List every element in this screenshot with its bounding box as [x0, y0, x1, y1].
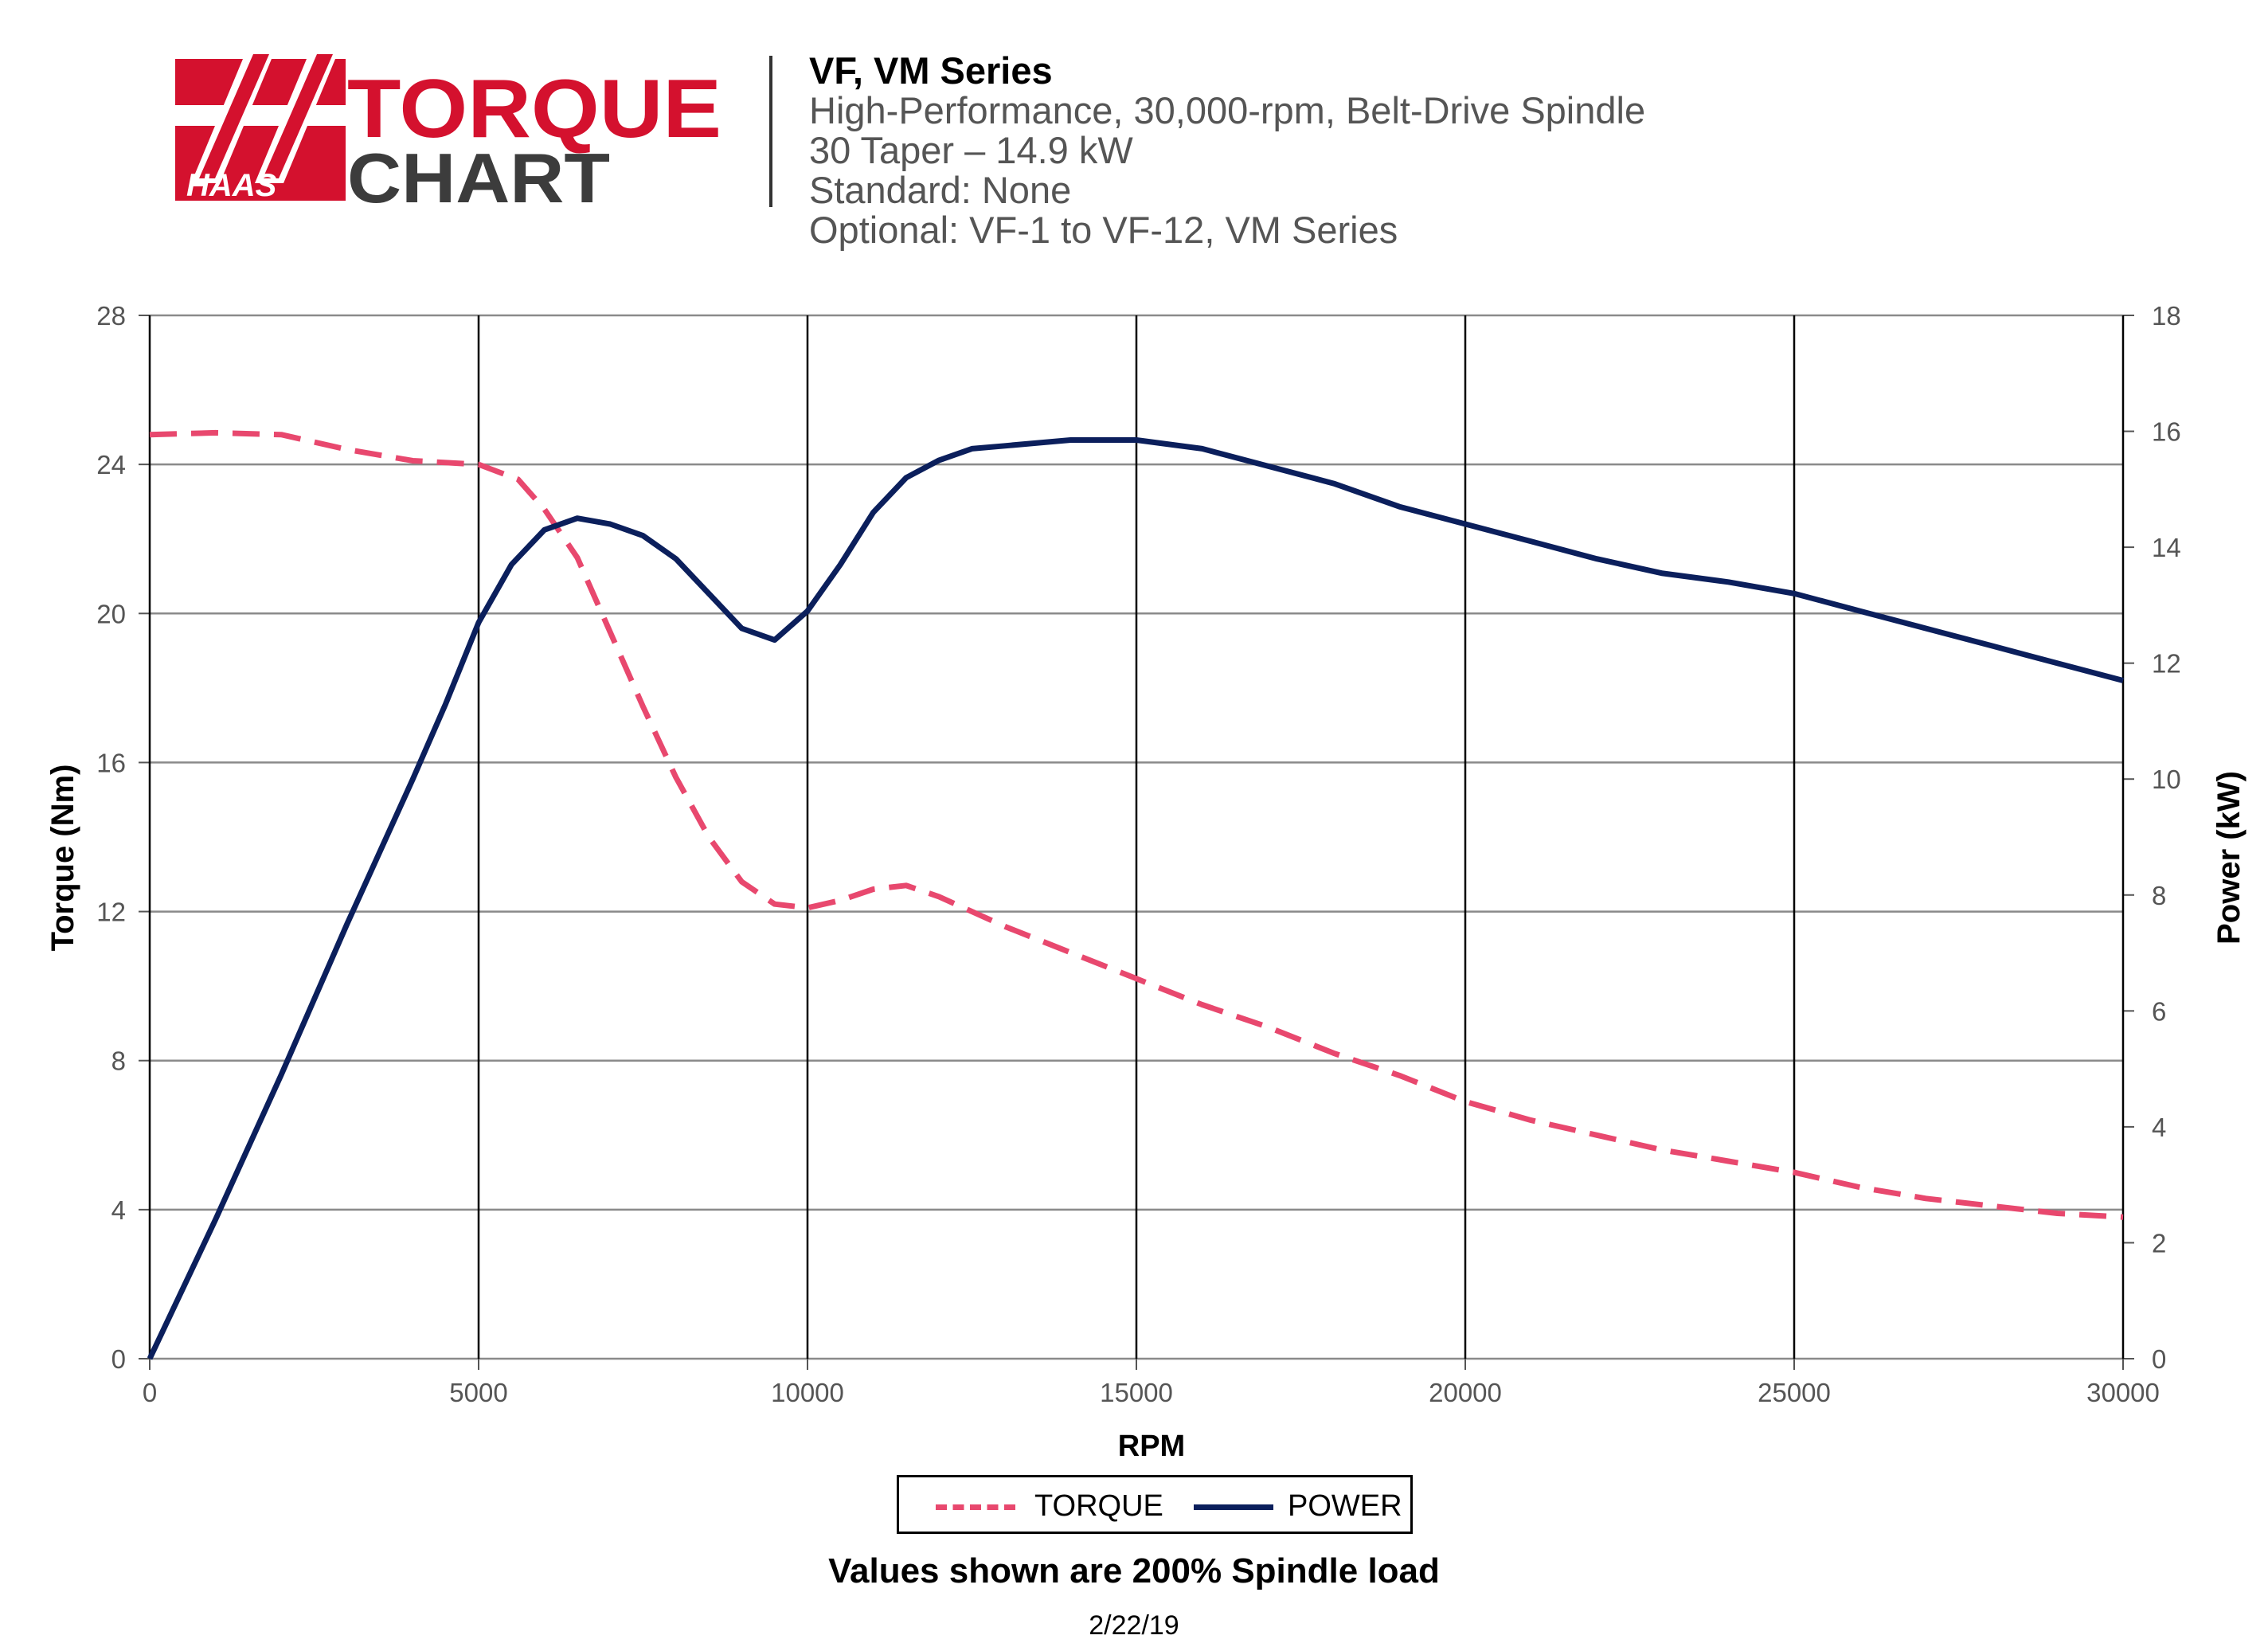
logo-brand-text: HAAS: [186, 168, 277, 203]
x-tick-label: 20000: [1429, 1378, 1502, 1407]
y-tick-label: 4: [111, 1195, 126, 1225]
chart-date: 2/22/19: [1089, 1610, 1179, 1641]
y2-tick-label: 10: [2152, 765, 2181, 794]
y2-tick-label: 8: [2152, 881, 2166, 910]
logo-red-slash-1: [199, 54, 269, 178]
y-tick-label: 0: [111, 1344, 126, 1374]
haas-torque-chart-logo: HAAS TORQUE CHART: [153, 49, 721, 217]
y2-tick-label: 18: [2152, 301, 2181, 331]
spindle-load-note: Values shown are 200% Spindle load: [828, 1551, 1440, 1590]
y2-tick-label: 6: [2152, 996, 2166, 1026]
y-tick-label: 28: [96, 301, 126, 331]
y-axis-label-right: Power (kW): [2211, 771, 2246, 945]
x-tick-label: 0: [143, 1378, 157, 1407]
x-axis-label: RPM: [1118, 1430, 1185, 1463]
legend-power-label: POWER: [1288, 1489, 1402, 1523]
y-tick-label: 24: [96, 450, 126, 479]
y2-tick-label: 16: [2152, 417, 2181, 447]
x-tick-label: 25000: [1758, 1378, 1831, 1407]
y2-tick-label: 12: [2152, 649, 2181, 679]
x-tick-label: 15000: [1100, 1378, 1173, 1407]
x-tick-label: 10000: [771, 1378, 844, 1407]
spindle-description: High-Performance, 30,000-rpm, Belt-Drive…: [809, 89, 1646, 131]
legend-torque-label: TORQUE: [1034, 1489, 1163, 1523]
taper-rating: 30 Taper – 14.9 kW: [809, 129, 1133, 171]
y-tick-label: 16: [96, 748, 126, 777]
logo-red-slash-2: [263, 54, 333, 178]
legend-torque-swatch: [936, 1504, 1015, 1510]
y-tick-label: 20: [96, 599, 126, 628]
y-tick-label: 12: [96, 898, 126, 927]
header-divider: [769, 56, 772, 207]
series-line-torque: [149, 429, 2124, 1220]
legend-power-swatch: [1194, 1504, 1273, 1510]
chart-legend: TORQUE POWER: [897, 1475, 1413, 1534]
logo-title-line2: CHART: [347, 139, 610, 217]
x-tick-label: 30000: [2086, 1378, 2160, 1407]
y-tick-label: 8: [111, 1046, 126, 1076]
y2-tick-label: 14: [2152, 533, 2181, 562]
x-tick-label: 5000: [449, 1378, 507, 1407]
series-line-power: [147, 437, 2124, 1360]
y-axis-label-left: Torque (Nm): [45, 765, 80, 952]
standard-models: Standard: None: [809, 169, 1072, 211]
y2-tick-label: 0: [2152, 1344, 2166, 1374]
logo-title-line1: TORQUE: [347, 63, 721, 155]
series-title: VF, VM Series: [809, 49, 1053, 92]
y2-tick-label: 2: [2152, 1228, 2166, 1258]
y2-tick-label: 4: [2152, 1113, 2166, 1142]
optional-models: Optional: VF-1 to VF-12, VM Series: [809, 209, 1398, 251]
